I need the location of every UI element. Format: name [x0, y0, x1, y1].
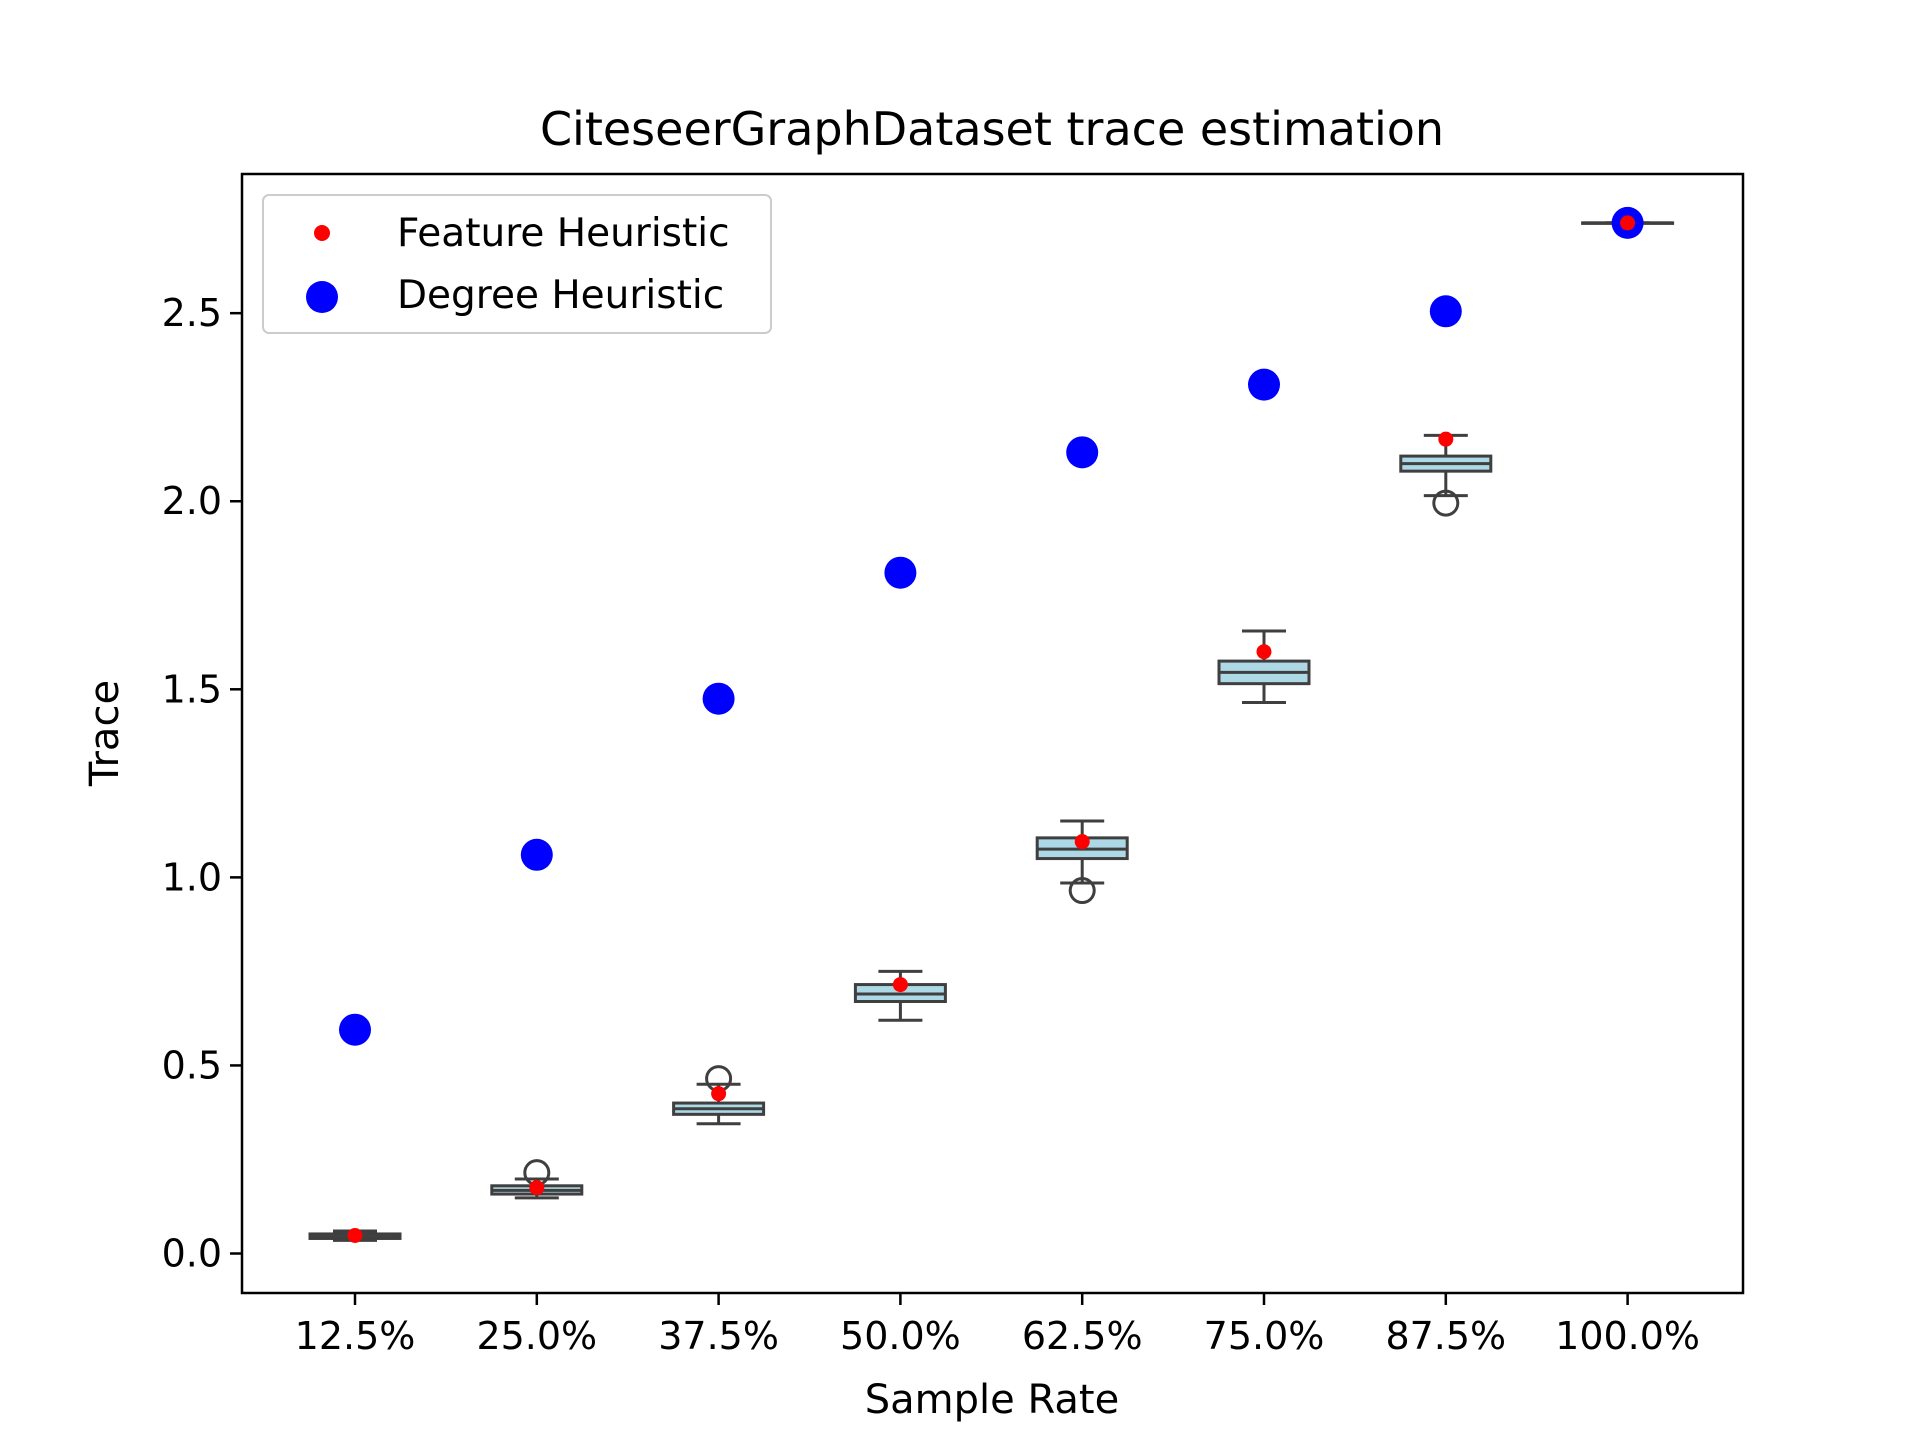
- y-tick-label: 1.5: [162, 667, 222, 711]
- degree-heuristic-point: [884, 556, 917, 589]
- legend-marker-degree: [306, 281, 338, 313]
- legend-label-degree: Degree Heuristic: [397, 273, 724, 318]
- degree-heuristic-point: [702, 682, 735, 715]
- feature-heuristic-point: [1074, 834, 1090, 850]
- y-tick-label: 2.0: [162, 479, 222, 523]
- degree-heuristic-point: [1248, 368, 1280, 401]
- box-plot: [1399, 433, 1493, 517]
- box-plot: [672, 1065, 766, 1126]
- feature-heuristic-point: [1438, 431, 1454, 447]
- feature-heuristic-point: [1620, 215, 1636, 231]
- legend-label-feature: Feature Heuristic: [397, 211, 730, 256]
- x-tick-label: 75.0%: [1204, 1314, 1325, 1358]
- legend-marker-feature: [314, 225, 330, 241]
- box-plot: [853, 969, 947, 1022]
- x-tick-label: 50.0%: [840, 1314, 961, 1358]
- axes-frame: [240, 172, 1745, 1295]
- x-tick-label: 12.5%: [295, 1314, 416, 1358]
- x-axis: 12.5% 25.0% 37.5% 50.0% 62.5% 75.0% 87.5% 100.0…: [295, 1293, 1700, 1358]
- box-outlier: [1432, 489, 1460, 517]
- y-tick-label: 2.5: [162, 291, 222, 335]
- x-tick-label: 62.5%: [1022, 1314, 1143, 1358]
- y-axis-label: Trace: [82, 680, 128, 787]
- degree-heuristic-point: [1066, 436, 1099, 469]
- degree-heuristic-point: [1429, 295, 1462, 328]
- y-tick-label: 0.0: [162, 1232, 222, 1276]
- feature-heuristic-point: [892, 977, 908, 993]
- y-axis: 0.0 0.5 1.0 1.5 2.0 2.5: [162, 291, 242, 1276]
- degree-heuristic-point: [520, 838, 553, 871]
- degree-heuristic-point: [339, 1013, 371, 1046]
- plot-area: [308, 206, 1675, 1243]
- feature-heuristic-point: [347, 1227, 363, 1243]
- x-axis-label: Sample Rate: [865, 1377, 1119, 1423]
- x-tick-label: 87.5%: [1385, 1314, 1506, 1358]
- feature-heuristic-point: [711, 1086, 727, 1102]
- y-tick-label: 1.0: [162, 855, 222, 899]
- feature-heuristic-point: [529, 1180, 545, 1196]
- x-tick-label: 100.0%: [1555, 1314, 1700, 1358]
- chart-title: CiteseerGraphDataset trace estimation: [540, 102, 1444, 156]
- legend-frame: [262, 194, 772, 334]
- y-tick-label: 0.5: [162, 1043, 222, 1087]
- box-outlier: [1068, 877, 1096, 905]
- box-plot: [1217, 629, 1311, 704]
- x-tick-label: 37.5%: [658, 1314, 779, 1358]
- x-tick-label: 25.0%: [476, 1314, 597, 1358]
- legend: Feature Heuristic Degree Heuristic: [262, 194, 772, 334]
- feature-heuristic-point: [1256, 644, 1272, 660]
